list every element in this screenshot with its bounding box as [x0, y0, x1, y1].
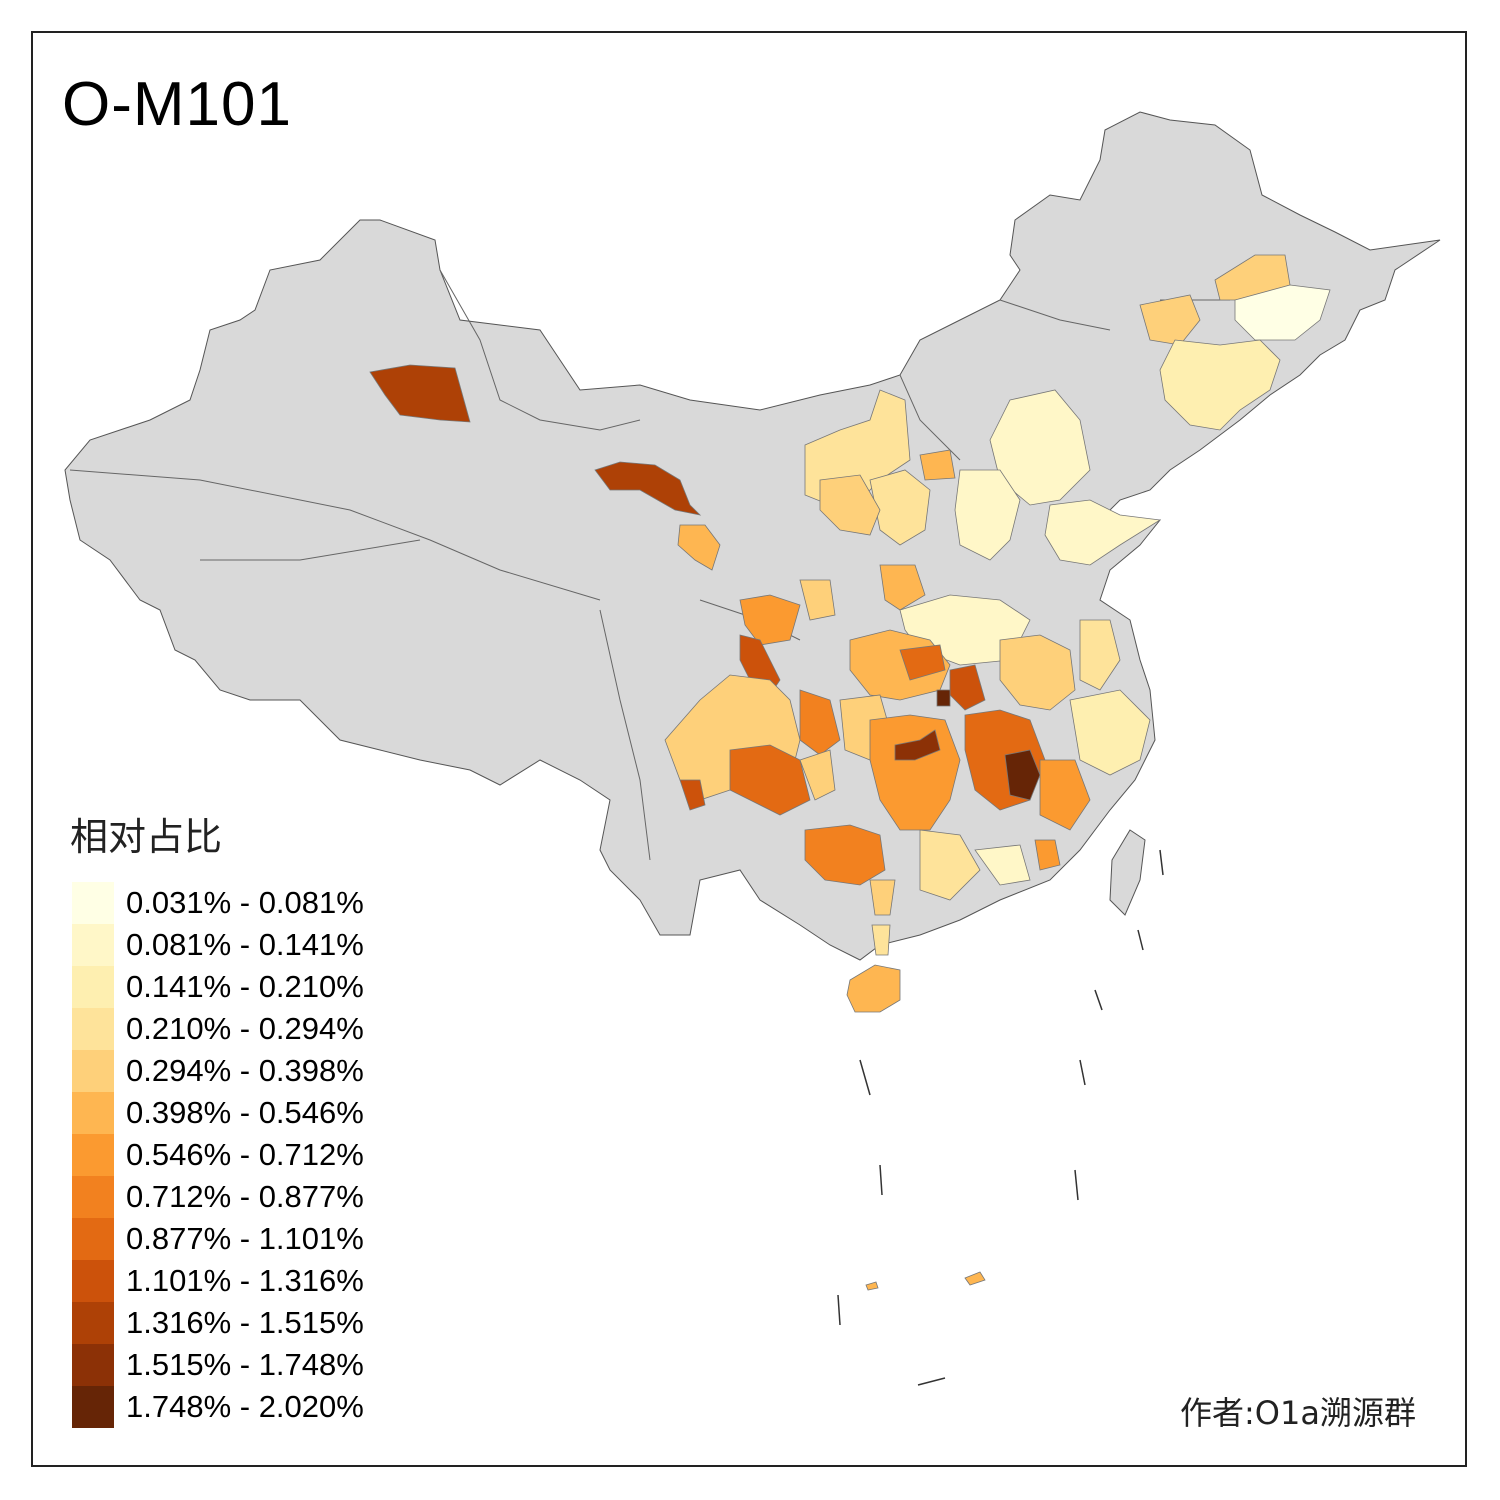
region-hebei: [989, 389, 1091, 506]
region-jiangxi-hot: [1004, 749, 1041, 801]
legend-swatch: [72, 1260, 114, 1302]
legend-label: 0.081% - 0.141%: [126, 927, 364, 962]
region-shaanxi-mid: [879, 564, 926, 611]
legend-label: 0.877% - 1.101%: [126, 1221, 364, 1256]
region-chongqing: [799, 689, 841, 756]
region-guangxi: [804, 824, 886, 886]
region-hubei-c: [899, 644, 946, 681]
region-qinghai: [594, 461, 702, 516]
legend-label: 0.712% - 0.877%: [126, 1179, 364, 1214]
legend-swatch: [72, 1344, 114, 1386]
legend-label: 0.031% - 0.081%: [126, 885, 364, 920]
legend-swatch: [72, 1008, 114, 1050]
region-neimeng-east: [919, 449, 956, 481]
region-ningxia: [819, 474, 881, 536]
legend-label: 1.515% - 1.748%: [126, 1347, 364, 1382]
region-shanxi: [954, 469, 1021, 561]
region-sichuan-n: [739, 594, 801, 646]
legend-swatch: [72, 1050, 114, 1092]
taiwan-island: [1109, 829, 1146, 916]
legend-label: 1.101% - 1.316%: [126, 1263, 364, 1298]
region-sichuan-e: [729, 744, 811, 816]
region-fujian: [1039, 759, 1091, 831]
choropleth-regions: [369, 254, 1331, 1291]
region-hainan: [846, 964, 901, 1013]
region-jilin: [1234, 284, 1331, 341]
legend-label: 0.398% - 0.546%: [126, 1095, 364, 1130]
region-nanhai-a: [964, 1271, 986, 1286]
legend-swatch: [72, 1092, 114, 1134]
legend-label: 0.546% - 0.712%: [126, 1137, 364, 1172]
region-gansu: [677, 524, 721, 571]
region-guangdong: [919, 829, 981, 901]
region-hunan-hot: [894, 729, 941, 761]
region-sichuan-sw: [679, 779, 706, 811]
legend-label: 0.294% - 0.398%: [126, 1053, 364, 1088]
region-leizhou: [871, 924, 891, 956]
legend-label: 1.316% - 1.515%: [126, 1305, 364, 1340]
region-neimeng-ne: [1139, 294, 1201, 346]
region-xinjiang: [369, 364, 471, 423]
legend-swatch: [72, 1386, 114, 1428]
map-frame: [31, 31, 1467, 1467]
legend-label: 1.748% - 2.020%: [126, 1389, 364, 1424]
legend-swatch: [72, 882, 114, 924]
legend-swatch: [72, 1302, 114, 1344]
legend-title: 相对占比: [70, 815, 223, 859]
region-liaoning: [1159, 339, 1281, 431]
legend-swatch: [72, 1134, 114, 1176]
region-jiangsu: [1079, 619, 1121, 691]
region-shandong: [1044, 499, 1162, 566]
region-guangdong-e: [974, 844, 1031, 886]
region-guizhou: [799, 749, 836, 801]
region-hubei-hot: [936, 689, 951, 707]
region-nanhai-b: [865, 1281, 879, 1291]
legend-swatch: [72, 1176, 114, 1218]
region-shaanxi-n: [869, 469, 931, 546]
nine-dash-line: [837, 849, 1164, 1386]
region-gansu-s: [799, 579, 836, 621]
legend-swatch: [72, 924, 114, 966]
region-guangdong-w: [869, 879, 896, 916]
china-landmass: [64, 111, 1441, 961]
author-credit: 作者:O1a溯源群: [1180, 1394, 1416, 1432]
legend-label: 0.210% - 0.294%: [126, 1011, 364, 1046]
region-zhejiang: [1069, 689, 1151, 776]
legend-swatch: [72, 966, 114, 1008]
region-anhui: [999, 634, 1076, 711]
region-fujian-s: [1034, 839, 1061, 871]
legend-label: 0.141% - 0.210%: [126, 969, 364, 1004]
map-title: O-M101: [62, 70, 292, 139]
legend-swatch: [72, 1218, 114, 1260]
